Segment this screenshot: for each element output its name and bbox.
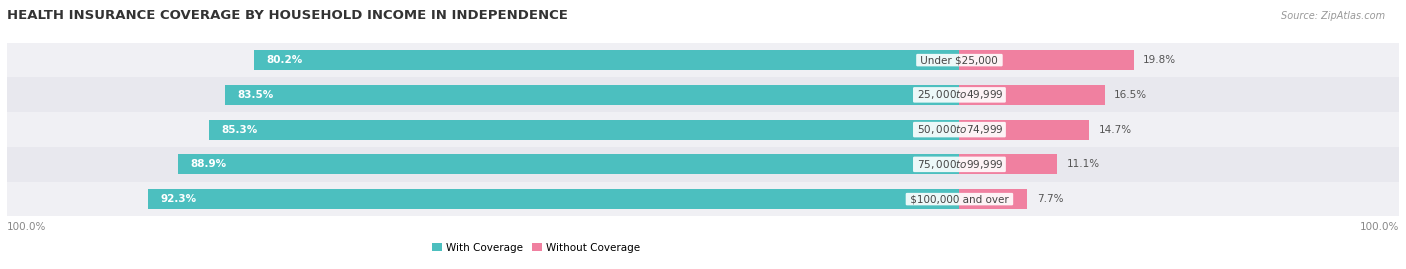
Bar bbox=[959, 85, 1105, 105]
Text: $100,000 and over: $100,000 and over bbox=[907, 194, 1012, 204]
Text: 80.2%: 80.2% bbox=[267, 55, 302, 65]
Bar bbox=[225, 85, 959, 105]
Text: 7.7%: 7.7% bbox=[1036, 194, 1063, 204]
Text: 16.5%: 16.5% bbox=[1115, 90, 1147, 100]
Text: 100.0%: 100.0% bbox=[7, 222, 46, 232]
Text: 14.7%: 14.7% bbox=[1098, 125, 1132, 134]
Text: 19.8%: 19.8% bbox=[1143, 55, 1177, 65]
Text: $50,000 to $74,999: $50,000 to $74,999 bbox=[914, 123, 1005, 136]
Text: $75,000 to $99,999: $75,000 to $99,999 bbox=[914, 158, 1005, 171]
Text: $25,000 to $49,999: $25,000 to $49,999 bbox=[914, 88, 1005, 101]
Bar bbox=[7, 43, 1399, 77]
Bar bbox=[209, 119, 959, 140]
Text: 92.3%: 92.3% bbox=[160, 194, 197, 204]
Bar bbox=[959, 189, 1028, 209]
Bar bbox=[177, 154, 959, 174]
Legend: With Coverage, Without Coverage: With Coverage, Without Coverage bbox=[427, 239, 644, 257]
Bar bbox=[7, 112, 1399, 147]
Bar bbox=[7, 77, 1399, 112]
Bar bbox=[254, 50, 959, 70]
Text: Source: ZipAtlas.com: Source: ZipAtlas.com bbox=[1281, 11, 1385, 21]
Bar bbox=[7, 182, 1399, 217]
Bar bbox=[148, 189, 959, 209]
Bar bbox=[959, 50, 1133, 70]
Text: Under $25,000: Under $25,000 bbox=[918, 55, 1001, 65]
Text: 83.5%: 83.5% bbox=[238, 90, 274, 100]
Bar bbox=[7, 147, 1399, 182]
Text: 11.1%: 11.1% bbox=[1067, 159, 1099, 169]
Text: 100.0%: 100.0% bbox=[1360, 222, 1399, 232]
Bar bbox=[959, 154, 1057, 174]
Text: 88.9%: 88.9% bbox=[190, 159, 226, 169]
Text: HEALTH INSURANCE COVERAGE BY HOUSEHOLD INCOME IN INDEPENDENCE: HEALTH INSURANCE COVERAGE BY HOUSEHOLD I… bbox=[7, 9, 568, 22]
Text: 85.3%: 85.3% bbox=[222, 125, 257, 134]
Bar bbox=[959, 119, 1088, 140]
